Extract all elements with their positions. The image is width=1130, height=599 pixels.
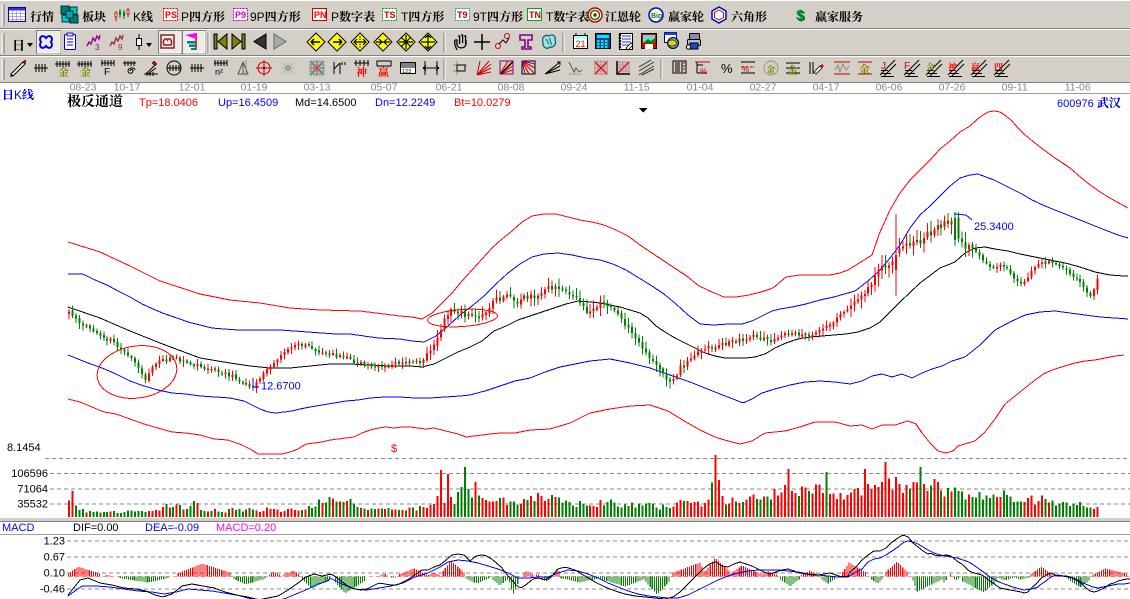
svg-text:P: P bbox=[331, 10, 339, 24]
svg-text:Up=16.4509: Up=16.4509 bbox=[218, 97, 278, 109]
svg-text:05-07: 05-07 bbox=[371, 82, 398, 94]
svg-text:MACD: MACD bbox=[2, 522, 34, 534]
svg-text:3: 3 bbox=[95, 43, 100, 52]
svg-text:P: P bbox=[181, 10, 189, 24]
svg-text:$: $ bbox=[391, 443, 397, 455]
svg-text:1.23: 1.23 bbox=[44, 536, 65, 548]
svg-text:Md=14.6500: Md=14.6500 bbox=[295, 97, 356, 109]
svg-text:K: K bbox=[14, 88, 22, 102]
svg-text:K: K bbox=[133, 10, 141, 24]
svg-text:J: J bbox=[881, 61, 886, 72]
svg-text:$: $ bbox=[796, 7, 805, 24]
svg-text:PS: PS bbox=[165, 10, 177, 20]
svg-text:04-17: 04-17 bbox=[813, 82, 840, 94]
svg-text:%: % bbox=[721, 61, 733, 76]
svg-text:11-15: 11-15 bbox=[624, 82, 650, 94]
svg-text:Dn=12.2249: Dn=12.2249 bbox=[375, 97, 435, 109]
svg-text:9T: 9T bbox=[473, 10, 488, 24]
svg-text:Bt=10.0279: Bt=10.0279 bbox=[454, 97, 511, 109]
svg-text:n²: n² bbox=[215, 67, 223, 77]
svg-text:9P: 9P bbox=[250, 10, 265, 24]
svg-text:T: T bbox=[401, 10, 409, 24]
svg-text:T: T bbox=[546, 10, 554, 24]
svg-text:08-08: 08-08 bbox=[498, 82, 525, 94]
svg-text:8.1454: 8.1454 bbox=[7, 442, 41, 454]
svg-text:-0.46: -0.46 bbox=[40, 584, 65, 596]
svg-text:01-04: 01-04 bbox=[687, 82, 714, 94]
svg-text:06-21: 06-21 bbox=[436, 82, 463, 94]
svg-text:PN: PN bbox=[314, 10, 327, 20]
svg-text:DIF=0.00: DIF=0.00 bbox=[73, 522, 119, 534]
svg-text:Tp=18.0406: Tp=18.0406 bbox=[139, 97, 198, 109]
svg-text:T9: T9 bbox=[457, 10, 468, 20]
svg-text:0.67: 0.67 bbox=[44, 552, 65, 564]
svg-text:Big: Big bbox=[651, 13, 662, 20]
svg-text:0.10: 0.10 bbox=[44, 568, 65, 580]
svg-text:TS: TS bbox=[384, 10, 396, 20]
svg-text:9: 9 bbox=[118, 43, 123, 52]
svg-text:09-24: 09-24 bbox=[561, 82, 588, 94]
svg-text:01-19: 01-19 bbox=[241, 82, 268, 94]
svg-text:71064: 71064 bbox=[17, 484, 48, 496]
svg-text:%: % bbox=[700, 67, 707, 76]
svg-text:07-26: 07-26 bbox=[939, 82, 966, 94]
svg-text:$: $ bbox=[797, 8, 806, 25]
svg-text:08-23: 08-23 bbox=[70, 82, 97, 94]
svg-text:TN: TN bbox=[529, 10, 541, 20]
svg-text:%: % bbox=[742, 65, 749, 74]
svg-text:11-06: 11-06 bbox=[1065, 82, 1091, 94]
svg-text:DEA=-0.09: DEA=-0.09 bbox=[145, 522, 199, 534]
svg-text:F: F bbox=[904, 61, 910, 72]
svg-text:21: 21 bbox=[576, 39, 586, 49]
svg-text:600976: 600976 bbox=[1057, 98, 1094, 110]
svg-text:06-06: 06-06 bbox=[876, 82, 903, 94]
svg-text:03-13: 03-13 bbox=[304, 82, 331, 94]
svg-text:123: 123 bbox=[402, 69, 411, 75]
svg-text:02-27: 02-27 bbox=[750, 82, 777, 94]
svg-text:09-11: 09-11 bbox=[1002, 82, 1028, 94]
svg-text:MACD=0.20: MACD=0.20 bbox=[216, 522, 276, 534]
svg-text:P9: P9 bbox=[235, 10, 246, 20]
svg-text:35532: 35532 bbox=[17, 499, 48, 511]
svg-text:F: F bbox=[104, 67, 110, 78]
svg-text:12-01: 12-01 bbox=[179, 82, 206, 94]
svg-text:10-17: 10-17 bbox=[114, 82, 141, 94]
svg-text:106596: 106596 bbox=[11, 468, 48, 480]
svg-text:12.6700: 12.6700 bbox=[261, 381, 301, 393]
svg-text:25.3400: 25.3400 bbox=[974, 221, 1014, 233]
